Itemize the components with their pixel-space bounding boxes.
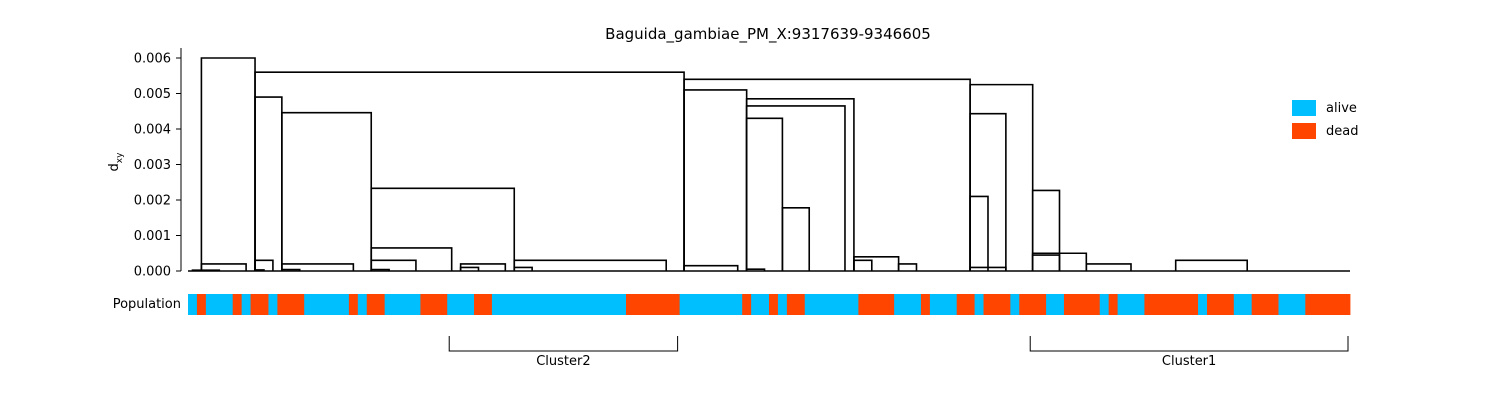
- population-segment-dead: [1206, 294, 1235, 315]
- population-segment-alive: [1099, 294, 1110, 315]
- population-segment-dead: [956, 294, 975, 315]
- dendrogram-link: [745, 105, 846, 271]
- population-segment-alive: [751, 294, 770, 315]
- population-segment-dead: [250, 294, 269, 315]
- y-tick-label: 0.004: [134, 123, 171, 138]
- dendrogram-link: [1174, 259, 1249, 271]
- population-segment-alive: [679, 294, 743, 315]
- dendrogram-link: [1031, 254, 1061, 271]
- population-segment-dead: [786, 294, 806, 315]
- population-segment-dead: [625, 294, 681, 315]
- dendrogram-link: [745, 117, 784, 271]
- dendrogram-link: [745, 98, 855, 271]
- dendrogram-link: [969, 195, 989, 271]
- population-segment-alive: [1046, 294, 1065, 315]
- y-tick-label: 0.006: [134, 52, 171, 67]
- y-axis-label: dxy: [107, 152, 125, 172]
- dendrogram-link: [781, 207, 811, 271]
- dendrogram-link: [200, 57, 256, 271]
- population-segment-alive: [804, 294, 859, 315]
- population-segment-dead: [348, 294, 359, 315]
- population-segment-alive: [1010, 294, 1020, 315]
- population-segment-alive: [1278, 294, 1306, 315]
- population-segment-alive: [974, 294, 984, 315]
- population-segment-alive: [188, 294, 198, 315]
- population-segment-dead: [858, 294, 895, 315]
- population-segment-dead: [232, 294, 243, 315]
- y-tick-label: 0.002: [134, 194, 171, 209]
- dendrogram-link: [370, 247, 453, 271]
- y-axis-ticks: 0.000 0.001 0.002 0.003 0.004 0.005 0.006: [134, 52, 181, 280]
- dendrogram-link: [1085, 263, 1132, 271]
- population-segment-dead: [420, 294, 448, 315]
- dendrogram-link: [281, 111, 373, 271]
- population-segment-alive: [241, 294, 251, 315]
- population-segment-alive: [268, 294, 278, 315]
- legend-label-dead: dead: [1326, 124, 1358, 139]
- dendrogram-link: [1031, 189, 1061, 271]
- legend-label-alive: alive: [1326, 101, 1357, 116]
- chart-title: Baguida_gambiae_PM_X:9317639-9346605: [605, 25, 931, 44]
- population-segment-dead: [1305, 294, 1351, 315]
- population-segment-alive: [1117, 294, 1145, 315]
- population-segment-alive: [1198, 294, 1208, 315]
- population-segment-alive: [1233, 294, 1253, 315]
- dendrogram-link: [513, 259, 668, 271]
- legend-swatch-dead: [1292, 123, 1316, 139]
- dendrogram-links: [188, 57, 1350, 272]
- population-bar: [188, 294, 1351, 315]
- legend-swatch-alive: [1292, 100, 1316, 116]
- dendrogram-link: [459, 263, 507, 271]
- population-segment-dead: [1144, 294, 1199, 315]
- dendrogram-link: [853, 259, 873, 271]
- population-segment-dead: [983, 294, 1011, 315]
- population-segment-dead: [277, 294, 305, 315]
- population-segment-dead: [920, 294, 931, 315]
- population-segment-alive: [384, 294, 421, 315]
- legend: alive dead: [1292, 100, 1358, 139]
- dendrogram-link: [897, 263, 918, 271]
- population-segment-alive: [929, 294, 958, 315]
- dendrogram-link: [969, 83, 1034, 271]
- cluster-label: Cluster1: [1162, 354, 1216, 369]
- population-segment-dead: [366, 294, 386, 315]
- population-segment-dead: [1063, 294, 1101, 315]
- population-segment-dead: [742, 294, 752, 315]
- dendrogram-link: [853, 256, 900, 271]
- population-segment-alive: [447, 294, 475, 315]
- population-segment-alive: [304, 294, 350, 315]
- population-segment-alive: [894, 294, 922, 315]
- dendrogram-link: [254, 71, 685, 271]
- population-segment-dead: [474, 294, 493, 315]
- cluster-bracket: [448, 336, 679, 352]
- dendrogram-link: [254, 96, 283, 271]
- population-segment-alive: [777, 294, 788, 315]
- y-tick-label: 0.000: [134, 265, 171, 280]
- population-segment-dead: [1251, 294, 1279, 315]
- population-segment-dead: [1019, 294, 1047, 315]
- population-segment-dead: [1108, 294, 1118, 315]
- population-label: Population: [113, 297, 181, 312]
- population-segment-dead: [196, 294, 207, 315]
- population-segment-alive: [205, 294, 234, 315]
- population-segment-dead: [769, 294, 779, 315]
- population-segment-alive: [491, 294, 627, 315]
- y-tick-label: 0.005: [134, 87, 171, 102]
- dendrogram-link: [683, 89, 748, 271]
- y-axis-label-main: d: [107, 163, 122, 171]
- cluster-annotations: Cluster2 Cluster1: [448, 336, 1349, 369]
- dendrogram-link: [683, 78, 971, 271]
- cluster-label: Cluster2: [536, 354, 590, 369]
- y-tick-label: 0.001: [134, 229, 171, 244]
- dendrogram-link: [370, 187, 516, 271]
- y-axis-label-subscript: xy: [115, 152, 125, 163]
- y-tick-label: 0.003: [134, 158, 171, 173]
- cluster-bracket: [1029, 336, 1349, 352]
- population-segment-alive: [357, 294, 368, 315]
